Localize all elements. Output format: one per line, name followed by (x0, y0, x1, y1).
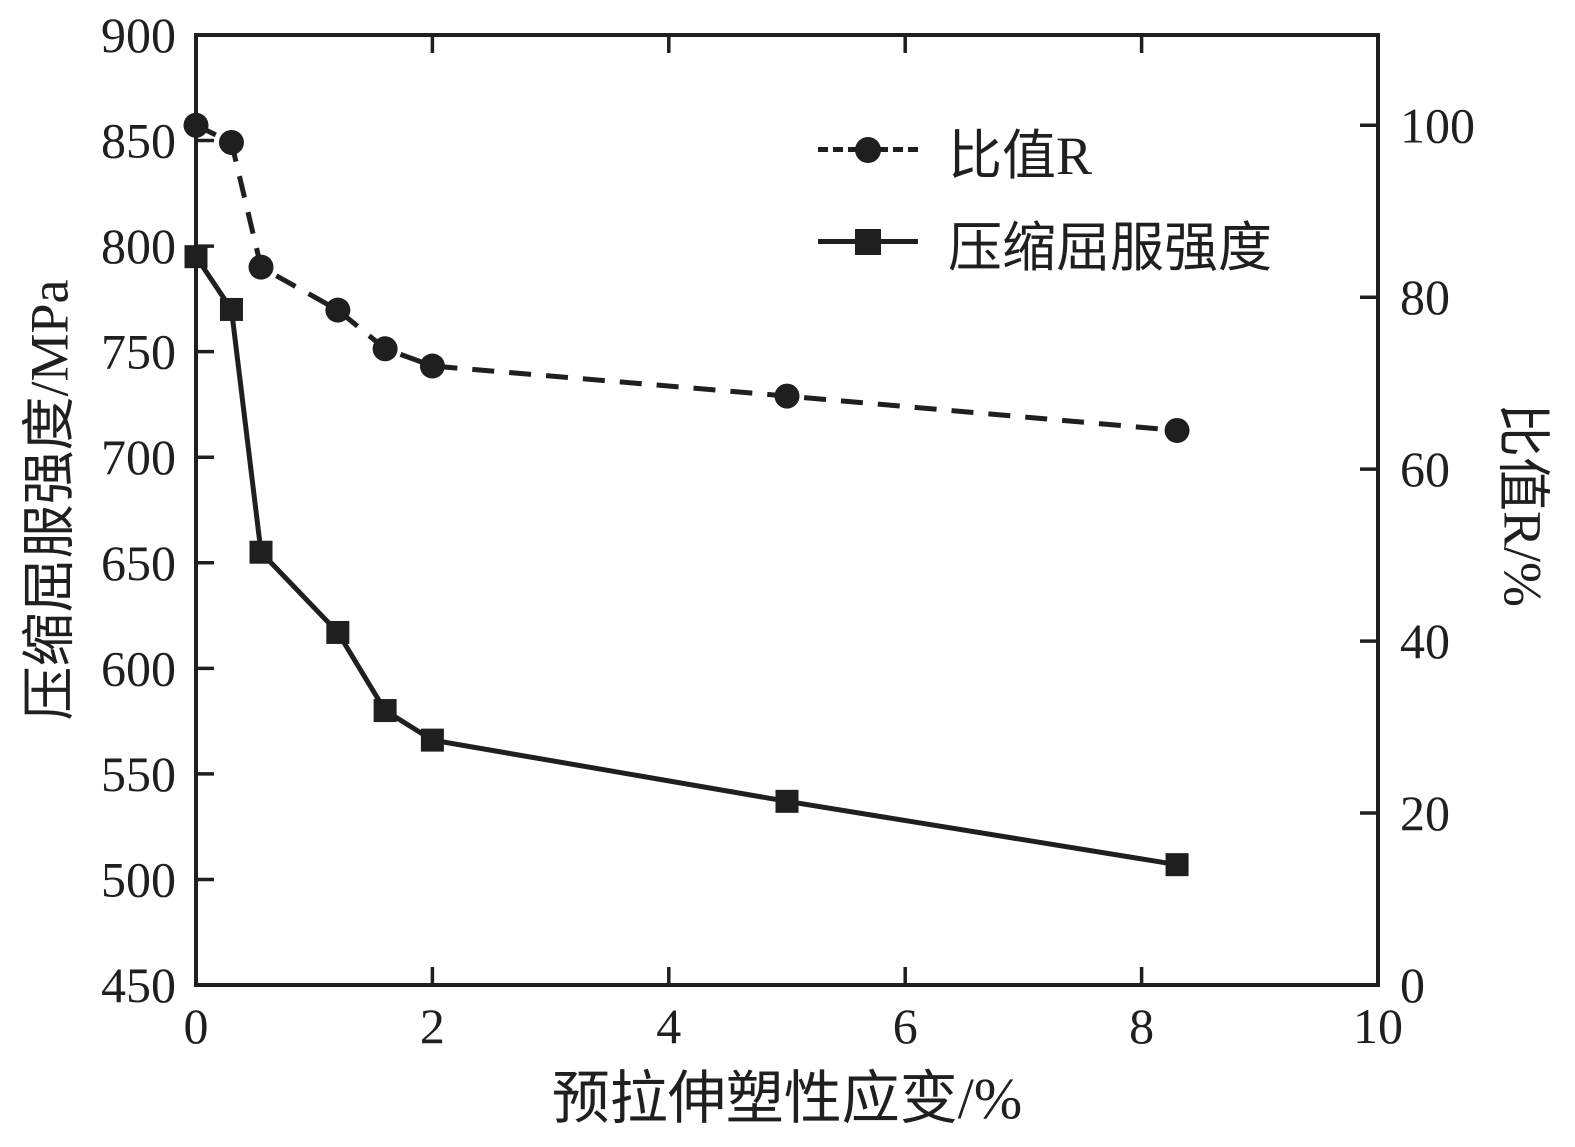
y-axis-label-left: 压缩屈服强度/MPa (19, 279, 80, 721)
svg-text:100: 100 (1400, 97, 1475, 153)
svg-text:850: 850 (101, 113, 176, 169)
svg-text:4: 4 (656, 998, 681, 1054)
svg-text:900: 900 (101, 7, 176, 63)
x-axis-label: 预拉伸塑性应变/% (551, 1066, 1023, 1131)
circle-marker-icon (855, 137, 881, 163)
svg-text:6: 6 (893, 998, 918, 1054)
svg-text:700: 700 (101, 429, 176, 485)
svg-text:2: 2 (420, 998, 445, 1054)
legend-label-yield-strength: 压缩屈服强度 (948, 217, 1272, 278)
square-marker-icon (855, 229, 881, 255)
legend-item-yield-strength: 压缩屈服强度 (818, 196, 1272, 288)
svg-text:80: 80 (1400, 269, 1450, 325)
svg-text:8: 8 (1129, 998, 1154, 1054)
svg-text:600: 600 (101, 640, 176, 696)
svg-text:550: 550 (101, 746, 176, 802)
legend-marker-dashed-circle (818, 130, 918, 170)
svg-text:0: 0 (184, 998, 209, 1054)
legend-marker-solid-square (818, 222, 918, 262)
svg-text:0: 0 (1400, 957, 1425, 1013)
svg-text:500: 500 (101, 851, 176, 907)
svg-text:20: 20 (1400, 785, 1450, 841)
legend: 比值R 压缩屈服强度 (818, 104, 1272, 288)
svg-text:750: 750 (101, 324, 176, 380)
svg-text:800: 800 (101, 218, 176, 274)
legend-item-ratio-r: 比值R (818, 104, 1272, 196)
svg-text:450: 450 (101, 957, 176, 1013)
y-axis-label-right: 比值R/% (1492, 402, 1553, 608)
legend-label-ratio-r: 比值R (948, 125, 1093, 186)
svg-text:60: 60 (1400, 441, 1450, 497)
svg-text:40: 40 (1400, 613, 1450, 669)
svg-text:10: 10 (1353, 998, 1403, 1054)
svg-text:650: 650 (101, 535, 176, 591)
